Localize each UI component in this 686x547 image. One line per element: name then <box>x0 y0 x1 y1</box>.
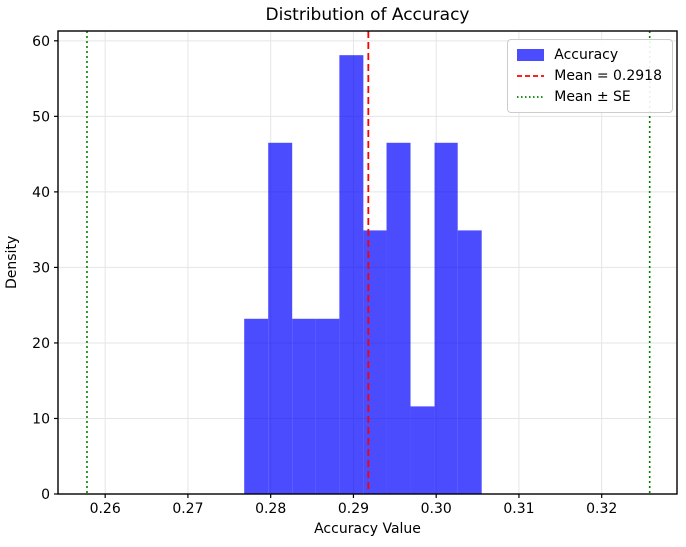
y-axis-label: Density <box>4 235 20 290</box>
histogram-bar <box>268 142 293 494</box>
legend-dashed-line-swatch <box>517 75 545 77</box>
x-tick-label: 0.30 <box>421 501 452 517</box>
histogram-bar <box>457 230 482 495</box>
y-tick-label: 0 <box>41 487 50 503</box>
legend-label: Mean ± SE <box>554 89 631 105</box>
legend-item-se: Mean ± SE <box>517 89 662 105</box>
y-tick-label: 10 <box>32 411 50 427</box>
axes-spines <box>57 30 678 495</box>
y-tick-label: 50 <box>32 109 50 125</box>
legend-item-accuracy: Accuracy <box>517 47 662 63</box>
x-tick-label: 0.32 <box>586 501 617 517</box>
histogram-bar <box>292 318 316 494</box>
legend-label: Accuracy <box>554 47 619 63</box>
legend-patch-swatch <box>517 49 545 61</box>
legend-label: Mean = 0.2918 <box>554 68 662 84</box>
x-tick-label: 0.27 <box>172 501 203 517</box>
y-tick-label: 40 <box>32 185 50 201</box>
legend-dotted-line-swatch <box>517 96 545 98</box>
histogram-bar <box>434 142 458 494</box>
x-tick-label: 0.29 <box>338 501 369 517</box>
chart-title: Distribution of Accuracy <box>265 5 470 25</box>
histogram-bar <box>410 406 435 494</box>
x-tick-label: 0.26 <box>90 501 121 517</box>
y-tick-label: 60 <box>32 34 50 50</box>
x-tick-label: 0.31 <box>503 501 534 517</box>
y-tick-label: 20 <box>32 336 50 352</box>
histogram-bar <box>244 318 269 494</box>
histogram-bar <box>386 142 411 494</box>
x-tick-label: 0.28 <box>255 501 286 517</box>
histogram-bar <box>363 230 387 495</box>
legend-item-mean: Mean = 0.2918 <box>517 68 662 84</box>
x-axis-label: Accuracy Value <box>314 521 421 537</box>
y-tick-label: 30 <box>32 260 50 276</box>
histogram-bar <box>315 318 340 494</box>
legend: Accuracy Mean = 0.2918 Mean ± SE <box>507 39 673 113</box>
histogram-bar <box>339 55 364 495</box>
